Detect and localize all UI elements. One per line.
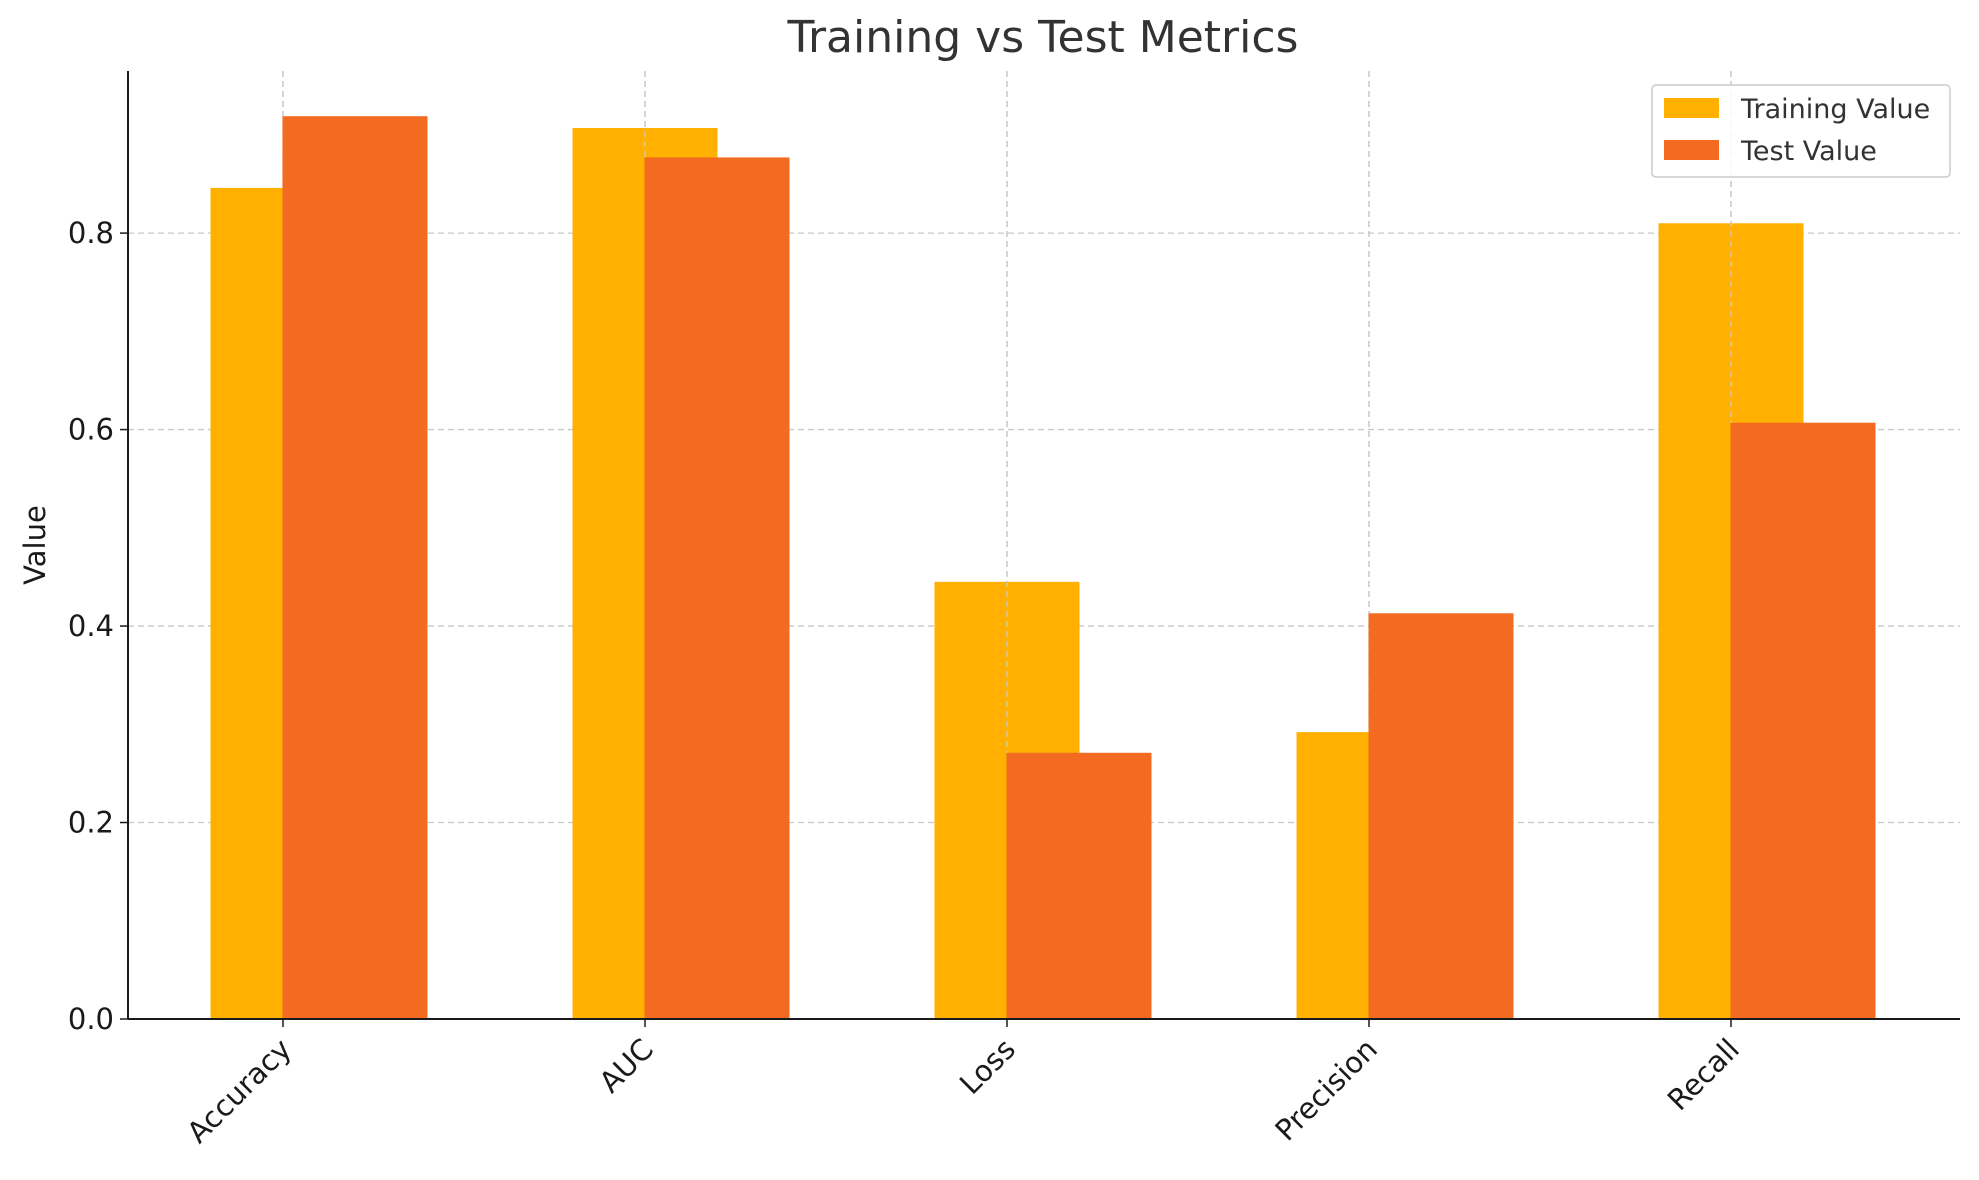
y-tick-label: 0.0 <box>68 1002 114 1036</box>
y-tick-label: 0.2 <box>68 806 114 840</box>
bar-test-loss <box>1006 752 1152 1019</box>
legend-box <box>1651 84 1951 178</box>
x-tick-label: Loss <box>953 1032 1022 1101</box>
chart-title: Training vs Test Metrics <box>787 12 1299 63</box>
x-tick-label: Accuracy <box>180 1032 298 1150</box>
axes <box>120 71 1960 1027</box>
x-tick-label: AUC <box>593 1032 660 1099</box>
bar-test-recall <box>1730 422 1876 1020</box>
y-tick-label: 0.4 <box>68 609 114 643</box>
legend-swatch-training <box>1664 98 1719 118</box>
legend-label-test: Test Value <box>1740 136 1877 167</box>
bars <box>210 71 1876 1020</box>
x-tick-label: Recall <box>1661 1032 1746 1117</box>
legend-label-training: Training Value <box>1740 94 1930 125</box>
y-axis-label: Value <box>18 505 52 585</box>
y-tick-label: 0.6 <box>68 413 114 447</box>
bar-test-auc <box>644 157 790 1020</box>
legend-swatch-test <box>1664 140 1719 160</box>
x-tick-label: Precision <box>1268 1032 1384 1148</box>
legend: Training Value Test Value <box>1651 84 1951 178</box>
y-tick-label: 0.8 <box>68 216 114 250</box>
bar-test-accuracy <box>282 116 428 1019</box>
bar-test-precision <box>1368 613 1514 1019</box>
